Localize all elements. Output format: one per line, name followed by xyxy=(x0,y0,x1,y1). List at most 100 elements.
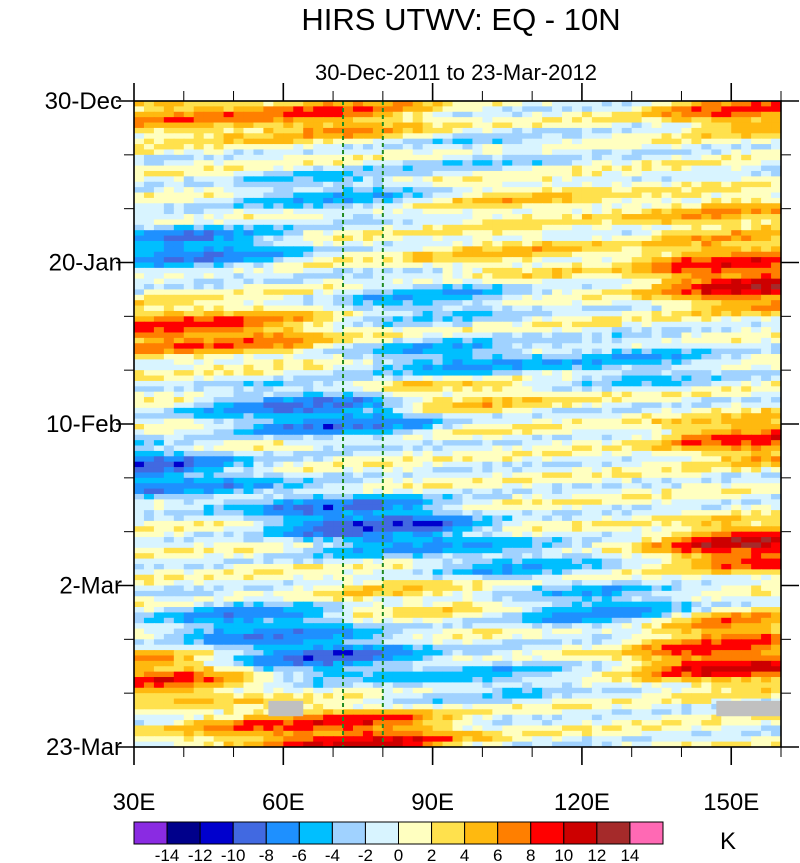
field-cell xyxy=(701,224,712,231)
field-cell xyxy=(422,488,434,495)
field-cell xyxy=(203,187,215,194)
field-cell xyxy=(641,397,653,404)
field-cell xyxy=(631,424,643,430)
field-cell xyxy=(591,359,603,366)
field-cell xyxy=(721,230,732,237)
field-cell xyxy=(492,450,503,457)
field-cell xyxy=(442,246,454,253)
field-cell xyxy=(412,289,424,296)
field-cell xyxy=(631,483,643,490)
field-cell xyxy=(143,208,155,215)
field-cell xyxy=(263,122,274,129)
field-cell xyxy=(731,407,742,414)
field-cell xyxy=(532,154,543,161)
field-cell xyxy=(631,456,643,463)
field-cell xyxy=(581,354,593,360)
field-cell xyxy=(153,300,165,307)
field-cell xyxy=(203,440,215,447)
field-cell xyxy=(233,111,245,118)
field-cell xyxy=(552,246,563,253)
field-cell xyxy=(243,127,255,134)
field-cell xyxy=(392,284,404,291)
field-cell xyxy=(482,375,493,382)
field-cell xyxy=(442,176,454,183)
field-cell xyxy=(651,235,663,242)
field-cell xyxy=(562,364,573,371)
field-cell xyxy=(412,187,424,194)
field-cell xyxy=(323,375,334,382)
field-cell xyxy=(392,310,404,317)
field-cell xyxy=(681,101,693,107)
field-cell xyxy=(681,391,693,398)
field-cell xyxy=(502,224,513,231)
field-cell xyxy=(352,111,364,118)
field-cell xyxy=(462,370,474,377)
field-cell xyxy=(263,450,274,457)
field-cell xyxy=(721,364,732,371)
field-cell xyxy=(641,246,653,253)
field-cell xyxy=(134,267,145,274)
field-cell xyxy=(691,154,702,161)
field-cell xyxy=(661,181,673,188)
field-cell xyxy=(183,364,195,371)
field-cell xyxy=(183,424,195,430)
field-cell xyxy=(611,440,623,447)
field-cell xyxy=(751,127,762,134)
field-cell xyxy=(233,434,245,441)
field-cell xyxy=(183,477,195,484)
field-cell xyxy=(134,418,145,425)
field-cell xyxy=(721,386,732,393)
field-cell xyxy=(243,111,255,118)
field-cell xyxy=(731,354,742,360)
field-cell xyxy=(163,472,175,479)
field-cell xyxy=(273,440,284,447)
field-cell xyxy=(412,181,424,188)
field-cell xyxy=(761,499,772,506)
field-cell xyxy=(213,197,225,204)
field-cell xyxy=(422,483,434,490)
field-cell xyxy=(442,499,454,506)
field-cell xyxy=(661,117,673,124)
field-cell xyxy=(701,111,712,118)
field-cell xyxy=(601,337,613,344)
field-cell xyxy=(552,192,563,199)
field-cell xyxy=(173,300,185,307)
field-cell xyxy=(442,192,454,199)
field-cell xyxy=(223,262,235,269)
field-cell xyxy=(153,122,165,129)
field-cell xyxy=(741,197,752,204)
field-cell xyxy=(253,397,264,404)
field-cell xyxy=(522,504,533,511)
field-cell xyxy=(362,230,374,237)
field-cell xyxy=(263,402,274,409)
field-cell xyxy=(462,316,474,323)
field-cell xyxy=(552,343,563,350)
field-cell xyxy=(402,488,414,495)
field-cell xyxy=(522,483,533,490)
field-cell xyxy=(472,310,483,317)
field-cell xyxy=(402,111,414,118)
field-cell xyxy=(343,316,354,323)
field-cell xyxy=(462,440,474,447)
field-cell xyxy=(532,197,543,204)
field-cell xyxy=(223,192,235,199)
field-cell xyxy=(621,246,633,253)
field-cell xyxy=(333,493,344,500)
field-cell xyxy=(323,197,334,204)
field-cell xyxy=(243,434,255,441)
field-cell xyxy=(502,440,513,447)
field-cell xyxy=(203,321,215,328)
field-cell xyxy=(462,101,474,107)
field-cell xyxy=(532,176,543,183)
field-cell xyxy=(362,386,374,393)
field-cell xyxy=(571,149,583,156)
field-cell xyxy=(183,380,195,387)
field-cell xyxy=(452,364,464,371)
field-cell xyxy=(233,321,245,328)
field-cell xyxy=(153,310,165,317)
field-cell xyxy=(193,402,205,409)
field-cell xyxy=(591,122,603,129)
field-cell xyxy=(173,510,185,517)
field-cell xyxy=(621,273,633,280)
field-cell xyxy=(482,235,493,242)
